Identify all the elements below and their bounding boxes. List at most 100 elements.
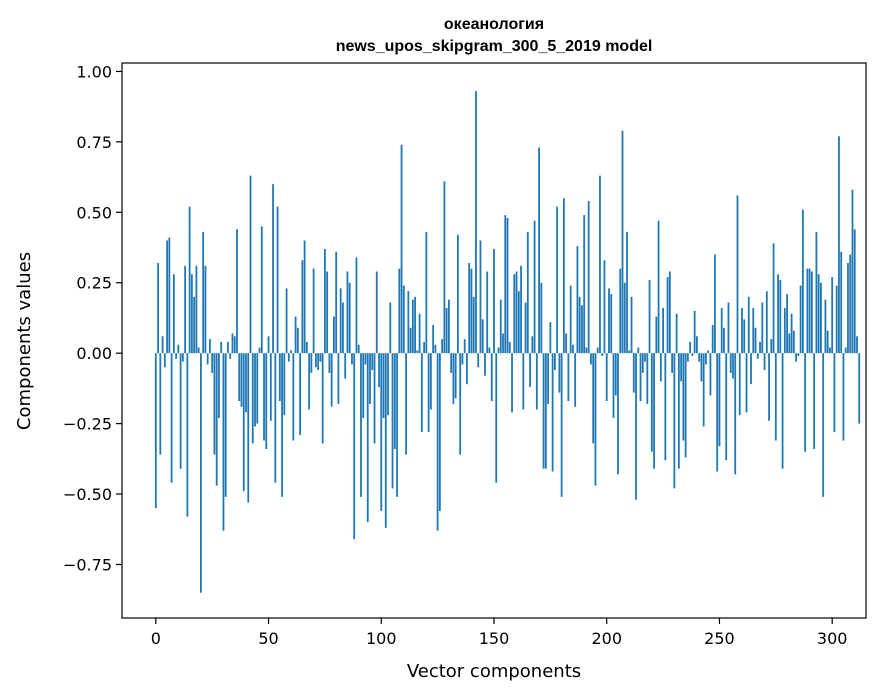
bar-232 [677,353,680,469]
bar-86 [348,282,351,354]
bar-11 [179,353,182,469]
bar-138 [466,353,468,385]
bar-37 [238,353,241,402]
bar-228 [668,271,671,354]
bar-220 [650,353,653,452]
bar-306 [844,347,847,354]
bar-186 [574,353,577,407]
bar-149 [490,353,493,402]
bar-39 [242,353,245,492]
bar-80 [335,251,338,354]
bar-269 [761,302,764,354]
bar-42 [249,175,252,354]
bar-176 [551,353,554,472]
bar-27 [215,353,218,486]
bar-196 [596,347,599,354]
bar-82 [339,288,342,354]
bar-142 [475,91,477,354]
bar-289 [806,268,809,354]
bar-4 [163,353,166,368]
bar-163 [522,353,525,410]
bar-107 [396,353,398,497]
bar-117 [418,313,421,354]
bar-182 [565,333,568,354]
bar-192 [587,201,590,354]
bar-293 [815,232,818,354]
bar-247 [711,325,714,354]
bar-301 [833,353,836,433]
bar-50 [267,336,270,354]
bar-275 [774,353,777,441]
bar-15 [188,206,191,354]
bar-223 [657,220,660,354]
bar-309 [851,189,854,354]
bar-270 [763,353,766,371]
bar-197 [599,175,601,354]
bar-157 [508,341,511,354]
bar-224 [659,353,662,382]
bar-209 [626,232,628,354]
bar-207 [621,130,624,354]
bar-193 [590,353,592,365]
bar-169 [535,353,538,410]
bar-216 [641,353,644,373]
bar-51 [269,353,272,421]
bar-190 [583,215,586,354]
x-tick-label: 250 [704,629,735,648]
bar-129 [445,308,448,354]
bar-290 [808,268,811,354]
bar-251 [720,308,723,354]
bar-292 [813,353,816,449]
bar-90 [357,344,360,354]
bar-233 [680,353,683,382]
bar-118 [420,353,423,433]
bar-158 [511,353,513,413]
bar-36 [236,229,238,354]
bar-153 [499,299,502,354]
bar-111 [405,353,407,455]
bar-256 [732,353,734,379]
bar-30 [222,353,225,531]
bar-170 [538,147,540,354]
bar-17 [193,296,196,354]
bar-49 [265,353,268,449]
bar-3 [161,336,164,354]
bar-140 [470,268,473,354]
x-tick-label: 100 [366,629,397,648]
bar-91 [360,353,362,497]
bar-63 [296,327,299,354]
bar-310 [853,229,856,354]
bar-150 [493,248,495,354]
bar-291 [810,271,813,354]
bar-131 [450,353,453,373]
bar-254 [727,302,730,354]
bar-64 [299,353,302,435]
bar-200 [605,353,608,402]
bar-124 [434,344,437,354]
bar-217 [644,353,646,362]
y-axis-label: Components values [14,252,35,430]
bar-282 [790,313,793,354]
bar-24 [209,339,211,354]
bar-257 [734,353,737,475]
bar-23 [206,353,209,365]
bar-219 [648,279,651,354]
bar-174 [547,353,550,404]
bar-84 [344,353,347,379]
bar-287 [801,209,804,354]
bar-253 [725,353,728,461]
bar-13 [184,265,187,354]
bar-213 [635,353,637,500]
bar-214 [637,347,640,354]
bar-248 [714,254,716,354]
x-tick-label: 0 [151,629,161,648]
y-tick-label: 1.00 [76,62,112,81]
bar-70 [312,268,315,354]
bar-180 [560,353,563,497]
y-tick-label: 0.50 [76,203,112,222]
bar-72 [317,353,320,371]
bar-297 [824,299,827,354]
bar-52 [272,184,274,354]
bar-112 [407,291,410,354]
